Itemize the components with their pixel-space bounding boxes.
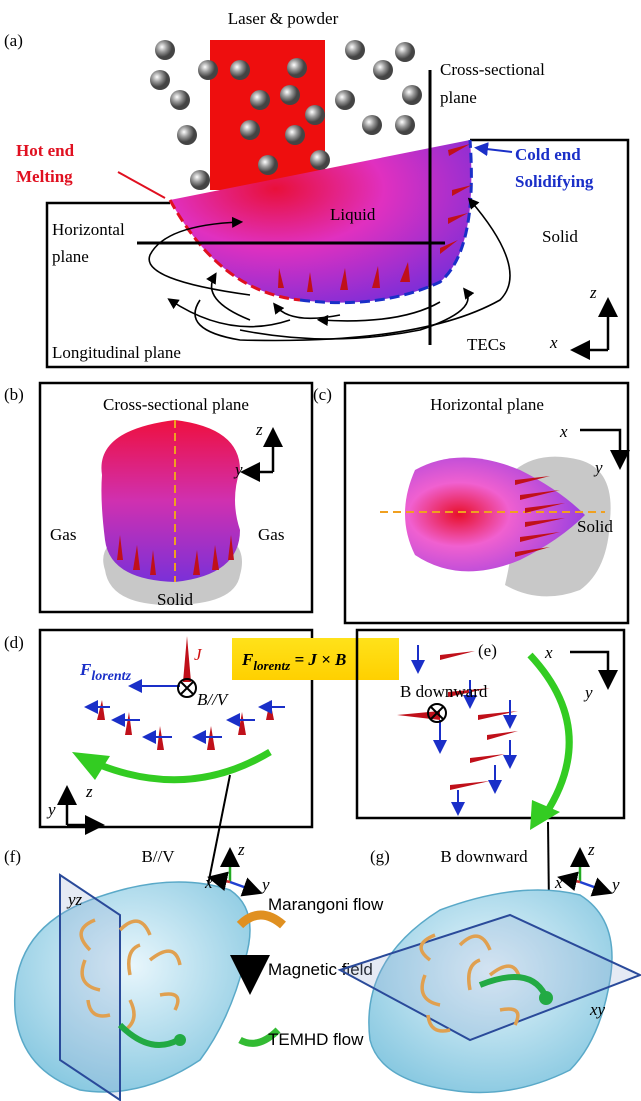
field-label: B downward [400,682,488,701]
axis [570,652,608,685]
panel-title: Horizontal plane [430,395,544,414]
panel-label: (d) [4,633,24,652]
liquid-label: Liquid [330,205,376,224]
solid-label: Solid [542,227,578,246]
axis [212,878,230,882]
hot-label: Melting [16,167,73,186]
tecs-label: TECs [467,335,506,354]
temhd-end [539,991,553,1005]
axis-label: y [593,458,603,477]
plane-label: xy [589,1000,606,1019]
axis-label: y [233,460,243,479]
beam-label: Laser & powder [228,9,339,28]
gas-label: Gas [50,525,76,544]
pool-3d [15,882,250,1092]
panel-title: B//V [141,847,175,866]
longitudinal-label: Longitudinal plane [52,343,181,362]
solid-label: Solid [577,517,613,536]
cross-label: Cross-sectional [440,60,545,79]
panel-c: (c) Horizontal plane Solid x y [313,383,628,623]
axis-label: z [237,840,245,859]
horizontal-label: Horizontal [52,220,125,239]
force-subscript: lorentz [91,669,131,684]
field-symbol [181,682,193,694]
axis-label: x [559,422,568,441]
panel-g: (g) B downward xy z y x [340,840,640,1093]
force-arrows [88,707,285,737]
axis-label: z [85,782,93,801]
axis [230,882,258,892]
tec-cones [97,700,274,750]
axis [562,878,580,882]
panel-title: B downward [440,847,528,866]
flow-loop [275,305,340,318]
temhd-flow-head [530,800,560,830]
cold-label: Cold end [515,145,581,164]
field-label: B//V [197,690,230,709]
formula-rhs: = J × B [290,650,346,669]
figure: (a) Laser & powder Cross-sectional plane… [0,0,641,1101]
formula-subscript: lorentz [253,658,291,673]
axis-label: z [589,283,597,302]
temhd-flow [100,752,270,780]
axis [580,882,608,892]
axis-label: z [255,420,263,439]
field-arrows [418,645,510,812]
axis-label: z [587,840,595,859]
panel-label: (c) [313,385,332,404]
axis-label: x [544,643,553,662]
panel-f: (f) B//V yz z y x [4,840,270,1100]
panel-label: (b) [4,385,24,404]
panel-b: (b) Cross-sectional plane Gas Gas Solid … [4,383,312,612]
hot-pointer [118,172,165,198]
panel-label: (f) [4,847,21,866]
temhd-flow [530,655,569,815]
hot-label: Hot end [16,141,75,160]
panel-label: (g) [370,847,390,866]
legend-swatch [240,915,283,925]
cold-pointer [478,148,512,152]
axis-label: x [554,873,563,892]
gas-label: Gas [258,525,284,544]
panel-a: (a) Laser & powder Cross-sectional plane… [4,9,628,367]
tec-cones [397,651,518,790]
cold-label: Solidifying [515,172,594,191]
force-label: Florentz [79,660,132,684]
legend-label: TEMHD flow [268,1030,364,1049]
cross-label: plane [440,88,477,107]
axis-label: x [204,873,213,892]
panel-label: (e) [478,641,497,660]
flow-loop [170,300,290,327]
flow-loop [320,302,440,321]
axis-label: y [610,875,620,894]
axis-label: y [583,683,593,702]
current-cone [183,636,191,682]
axis-label: y [46,800,56,819]
axis-label: y [260,875,270,894]
horizontal-label: plane [52,247,89,266]
formula-lhs: F [241,650,254,669]
force-symbol: F [79,660,92,679]
current-label: J [194,645,203,664]
panel-label: (a) [4,31,23,50]
temhd-end [174,1034,186,1046]
plane-label: yz [66,890,83,909]
solid-label: Solid [157,590,193,609]
panel-title: Cross-sectional plane [103,395,249,414]
axis-label: x [549,333,558,352]
formula: Florentz = J × B [232,638,399,680]
legend-label: Marangoni flow [268,895,384,914]
